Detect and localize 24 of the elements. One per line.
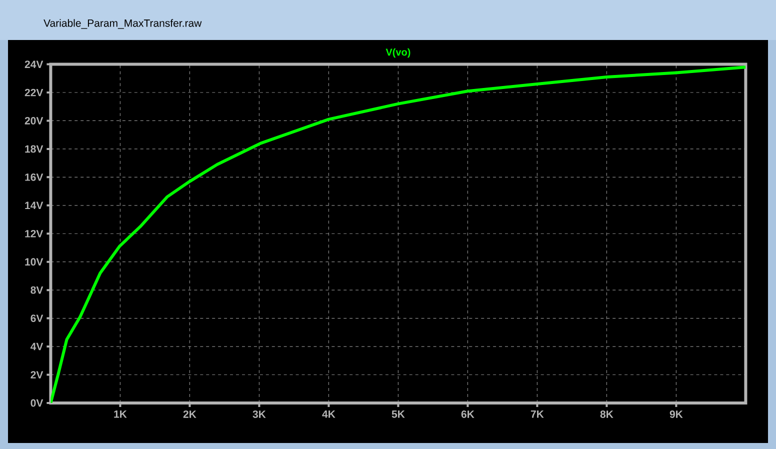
y-tick-label: 12V bbox=[25, 230, 44, 238]
x-tick-label: 7K bbox=[530, 410, 544, 418]
x-tick-label: 9K bbox=[670, 410, 683, 418]
y-tick-label: 24V bbox=[24, 60, 44, 68]
y-tick-label: 22V bbox=[24, 88, 44, 96]
y-tick-label: 18V bbox=[25, 145, 44, 153]
x-tick-label: 2K bbox=[183, 410, 196, 418]
y-tick-label: 14V bbox=[25, 202, 44, 210]
y-tick-label: 6V bbox=[30, 314, 44, 322]
y-tick-label: 10V bbox=[25, 258, 44, 266]
x-tick-label: 5K bbox=[392, 410, 405, 418]
x-tick-label: 1K bbox=[114, 410, 127, 418]
y-tick-label: 8V bbox=[30, 286, 44, 294]
chart-title: Variable_Param_MaxTransfer.raw bbox=[44, 19, 202, 29]
y-tick-label: 16V bbox=[25, 173, 44, 181]
y-tick-label: 20V bbox=[24, 117, 44, 124]
y-tick-label: 0V bbox=[30, 399, 44, 407]
y-tick-label: 2V bbox=[30, 371, 44, 378]
x-tick-label: 4K bbox=[322, 410, 336, 418]
x-tick-label: 6K bbox=[461, 410, 474, 418]
text: V(vo) bbox=[386, 48, 410, 58]
y-tick-label: 4V bbox=[30, 342, 44, 350]
x-tick-label: 8K bbox=[600, 410, 614, 418]
x-tick-label: 3K bbox=[252, 410, 266, 418]
